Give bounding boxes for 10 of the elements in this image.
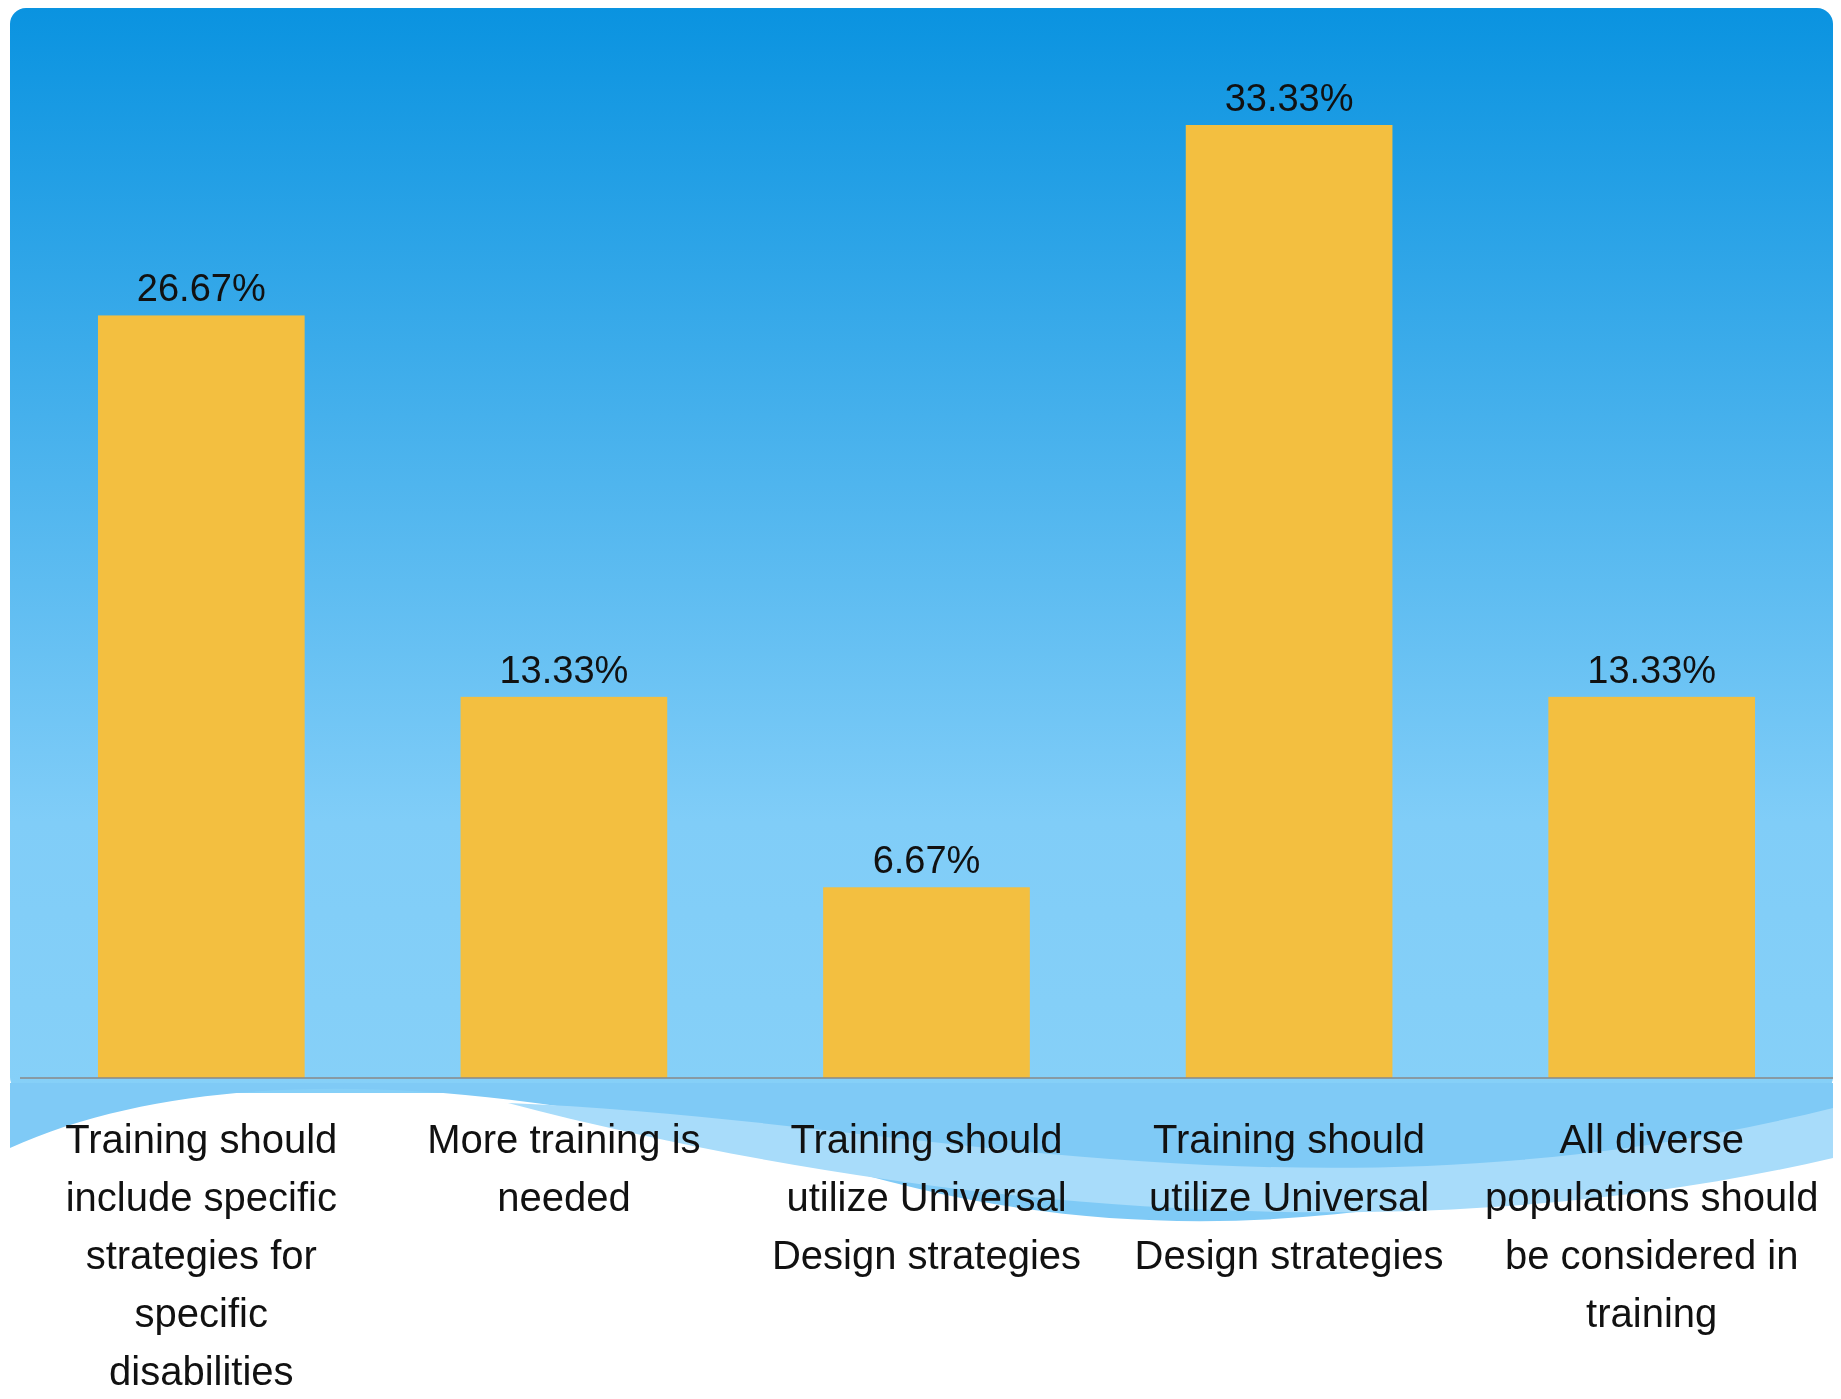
- x-tick-label: All diverse populations should be considered in training: [1484, 1117, 1819, 1335]
- data-label: 26.67%: [136, 267, 266, 310]
- data-label: 6.67%: [872, 839, 981, 882]
- data-label: 13.33%: [499, 648, 629, 691]
- data-label: 33.33%: [1224, 77, 1354, 119]
- x-tick-label: Training should utilize Universal Design strategies: [771, 1117, 1082, 1277]
- data-label: 13.33%: [1587, 648, 1717, 691]
- x-tick-label: More training is needed: [427, 1117, 701, 1219]
- x-tick-label: Training should utilize Universal Design strategies: [1134, 1117, 1444, 1277]
- x-tick-label: Training should include specific strategies for specific disabilities: [65, 1117, 338, 1393]
